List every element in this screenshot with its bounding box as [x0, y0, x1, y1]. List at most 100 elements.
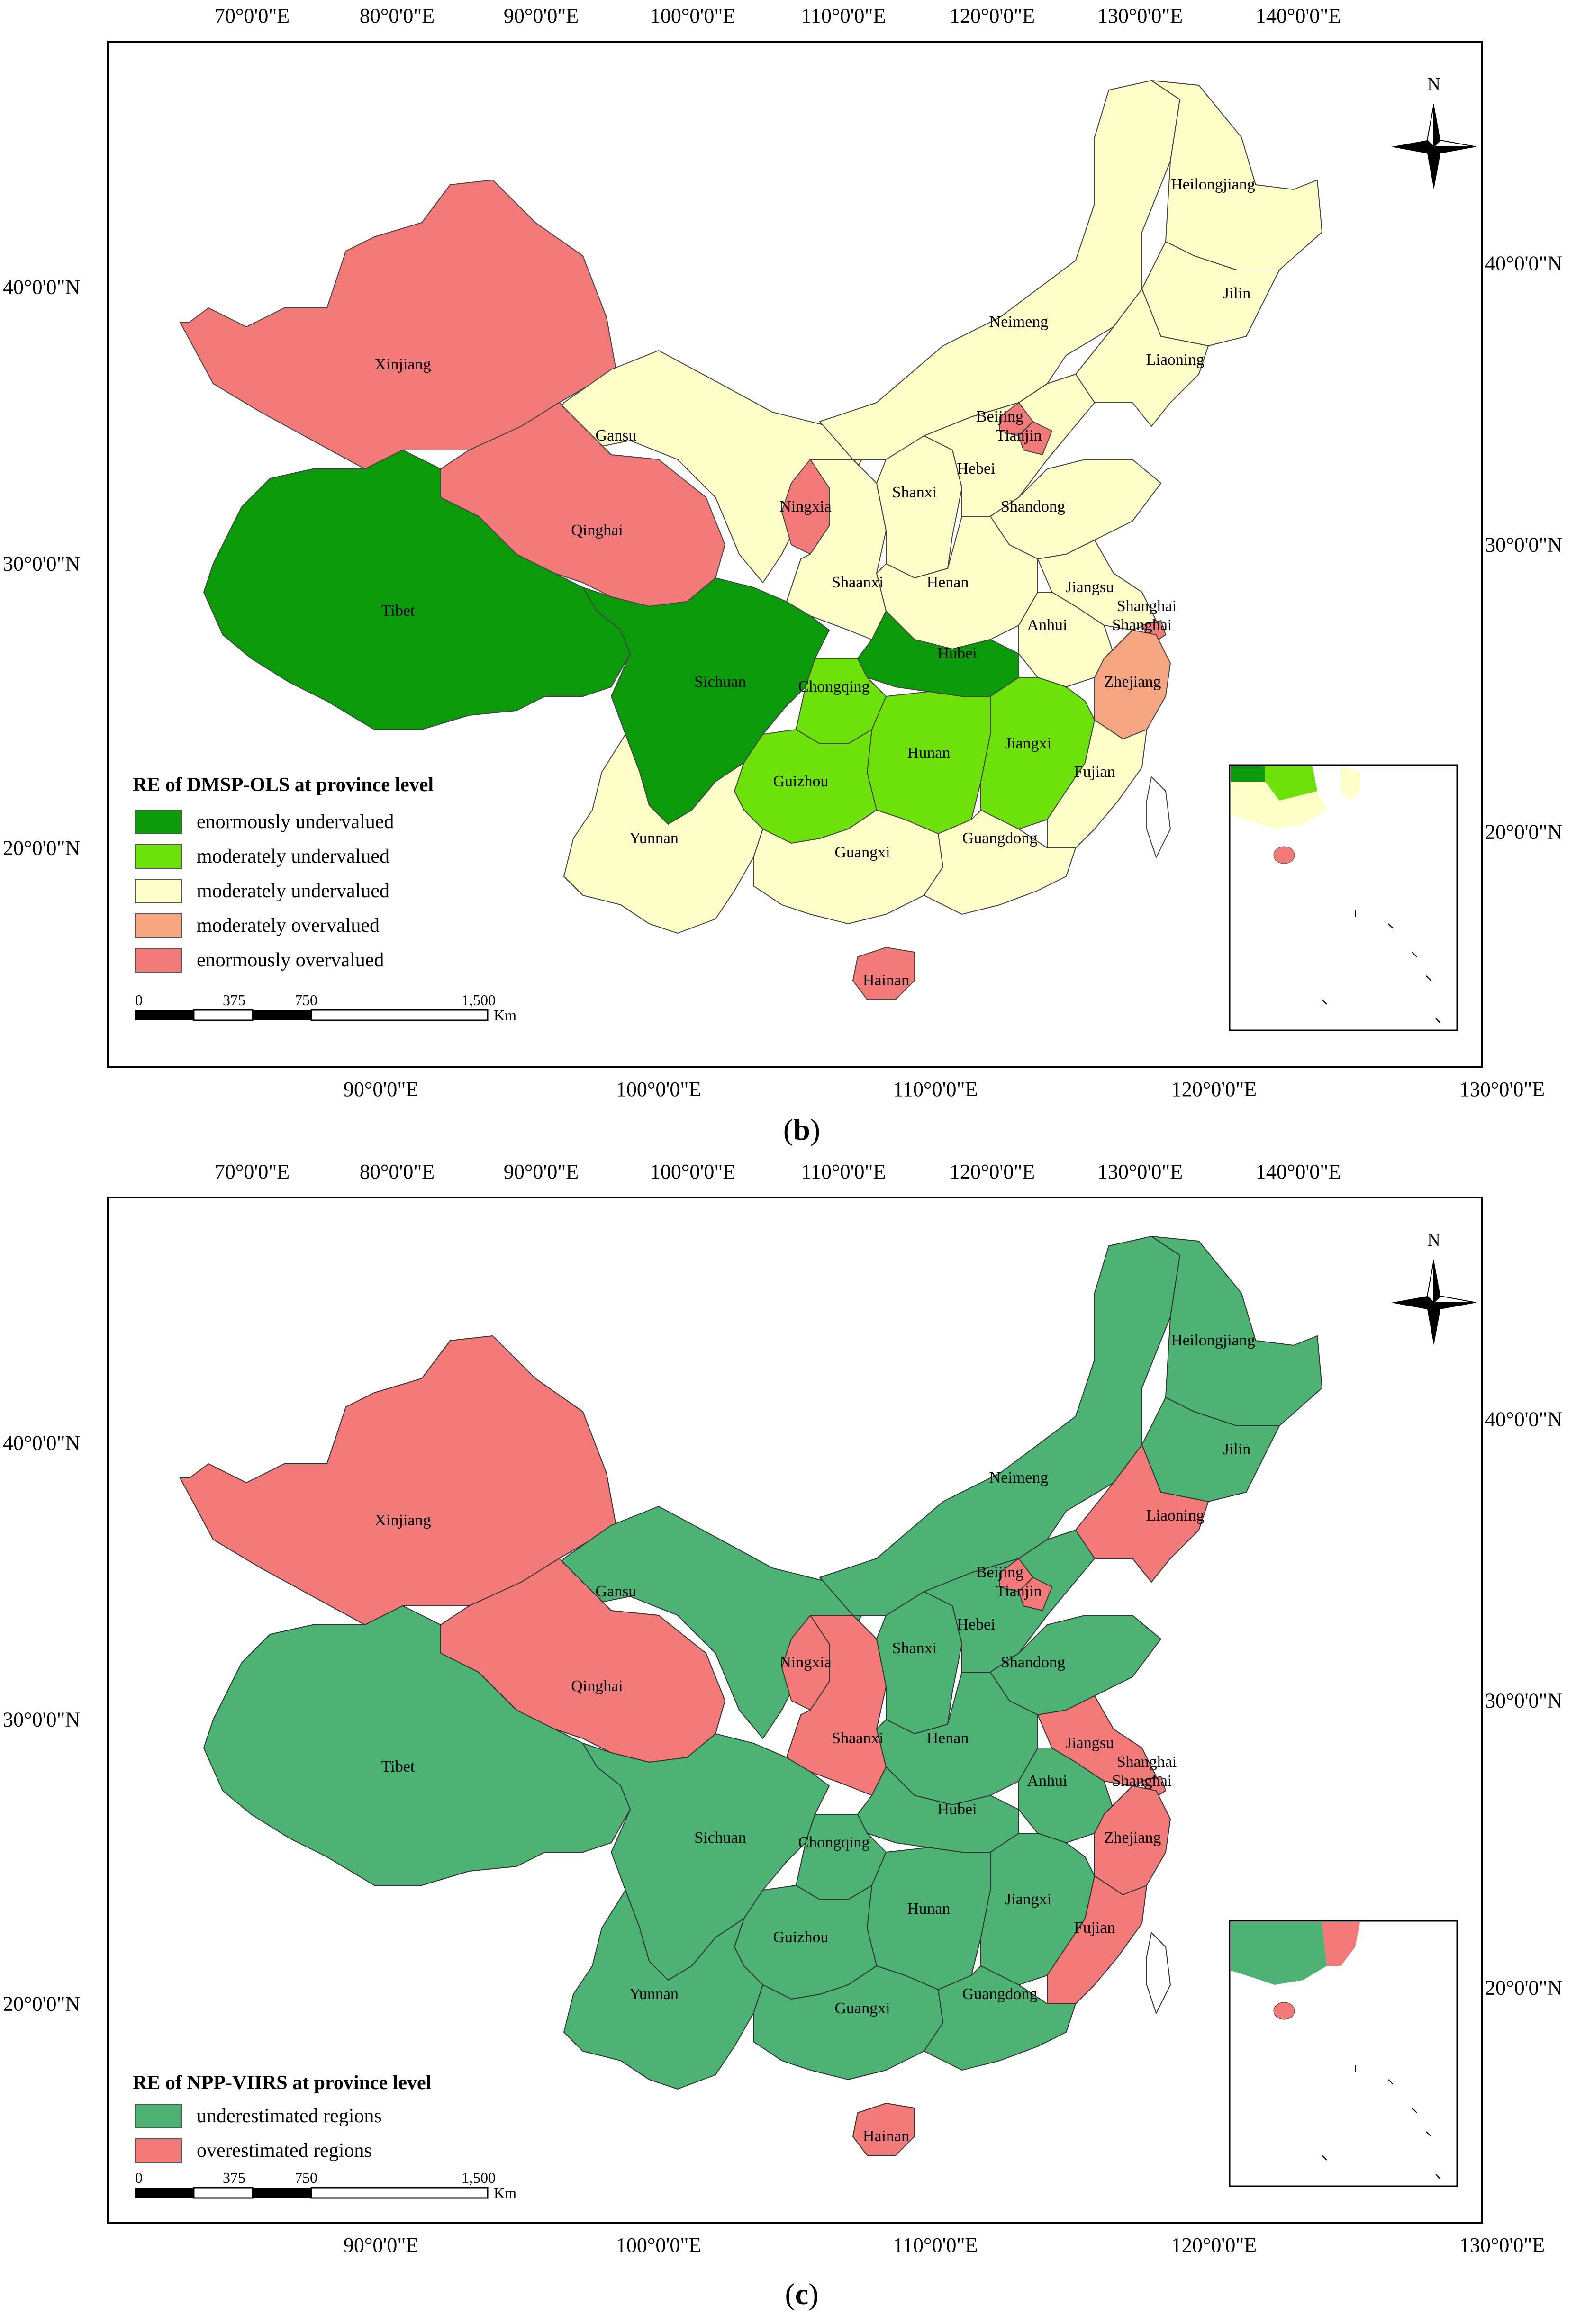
bottom-lon-label: 120°0'0"E [1171, 2234, 1257, 2257]
label-shanxi: Shanxi [892, 1639, 937, 1657]
top-lon-label: 70°0'0"E [214, 1160, 290, 1183]
label-jiangsu: Jiangsu [1066, 578, 1114, 596]
label-tibet: Tibet [381, 602, 415, 620]
province-fujian [1047, 720, 1147, 848]
province-shanxi [876, 435, 962, 578]
scale-unit: Km [494, 2184, 516, 2201]
label-tibet: Tibet [381, 1758, 415, 1775]
label-shanghai-2: Shanghai [1112, 616, 1172, 634]
label-fujian: Fujian [1074, 763, 1115, 781]
north-arrow-label: N [1427, 74, 1440, 94]
bottom-lon-label: 130°0'0"E [1459, 2234, 1545, 2257]
bottom-lon-label: 130°0'0"E [1459, 1078, 1545, 1101]
province-yunnan [563, 1890, 763, 2090]
taiwan-outline [1146, 1932, 1171, 2014]
label-gansu: Gansu [596, 1583, 637, 1600]
panel-label-b: (b) [783, 1113, 821, 1146]
map-panel-c: 70°0'0"E 80°0'0"E 90°0'0"E 100°0'0"E 110… [0, 1156, 1594, 2324]
province-guangdong [924, 810, 1076, 915]
legend-item-label: moderately overvalued [197, 915, 380, 937]
label-anhui: Anhui [1027, 1772, 1068, 1790]
taiwan-outline [1146, 776, 1171, 858]
legend-item-label: enormously overvalued [197, 949, 384, 971]
province-hainan [852, 947, 915, 1000]
top-lon-label: 130°0'0"E [1097, 1160, 1183, 1183]
label-shanxi: Shanxi [892, 484, 937, 501]
province-zhejiang [1094, 1785, 1171, 1895]
label-guangxi: Guangxi [834, 844, 890, 861]
label-hebei: Hebei [957, 460, 995, 477]
label-henan: Henan [927, 1729, 969, 1747]
scale-bar: 0 375 750 1,500 Km [135, 991, 516, 1024]
province-heilongjiang [1151, 1236, 1322, 1426]
label-henan: Henan [927, 574, 969, 591]
bottom-lon-label: 100°0'0"E [616, 1078, 702, 1101]
province-zhejiang [1094, 630, 1171, 739]
label-jiangxi: Jiangxi [1005, 735, 1051, 752]
right-lat-label: 40°0'0"N [1485, 252, 1563, 275]
province-guangdong [924, 1965, 1076, 2071]
top-lon-label: 120°0'0"E [949, 4, 1035, 27]
province-fujian [1047, 1875, 1147, 2004]
right-lat-label: 20°0'0"N [1485, 820, 1563, 844]
label-jilin: Jilin [1223, 1441, 1251, 1458]
label-jilin: Jilin [1223, 285, 1251, 302]
label-zhejiang: Zhejiang [1104, 1829, 1161, 1847]
top-lon-label: 110°0'0"E [801, 1160, 886, 1183]
scale-tick-label: 1,500 [462, 991, 496, 1009]
left-lat-label: 20°0'0"N [3, 836, 81, 860]
label-gansu: Gansu [596, 427, 637, 444]
map-frame: Heilongjiang Jilin Liaoning Neimeng Beij… [107, 1197, 1483, 2224]
province-xinjiang [180, 1335, 616, 1625]
right-lat-label: 40°0'0"N [1485, 1407, 1563, 1431]
label-hunan: Hunan [907, 1900, 951, 1918]
top-lon-label: 70°0'0"E [214, 4, 290, 27]
right-lat-label: 30°0'0"N [1485, 1689, 1563, 1712]
bottom-lon-label: 90°0'0"E [343, 1078, 419, 1101]
legend-b: RE of DMSP-OLS at province level enormou… [133, 774, 434, 973]
label-guangxi: Guangxi [834, 2000, 890, 2017]
label-hubei: Hubei [937, 1801, 977, 1818]
label-shandong: Shandong [1001, 498, 1065, 515]
province-xinjiang [180, 180, 616, 469]
label-neimeng: Neimeng [989, 313, 1049, 331]
label-xinjiang: Xinjiang [375, 1512, 431, 1529]
label-yunnan: Yunnan [629, 1985, 679, 2003]
legend-item-label: enormously undervalued [197, 811, 394, 833]
top-lon-label: 100°0'0"E [650, 4, 736, 27]
label-shanghai-1: Shanghai [1117, 597, 1177, 615]
top-lon-label: 110°0'0"E [801, 4, 886, 27]
south-china-sea-inset [1229, 764, 1458, 1031]
label-liaoning: Liaoning [1146, 1507, 1205, 1524]
scale-tick-label: 375 [223, 991, 245, 1009]
label-hunan: Hunan [907, 744, 951, 762]
north-arrow-label: N [1427, 1230, 1440, 1250]
north-arrow [1391, 1260, 1477, 1345]
top-lon-label: 140°0'0"E [1255, 1160, 1341, 1183]
label-yunnan: Yunnan [629, 829, 679, 847]
label-hubei: Hubei [937, 645, 977, 662]
legend-item-label: overestimated regions [197, 2140, 372, 2162]
north-arrow [1391, 104, 1477, 189]
province-hunan [867, 691, 991, 834]
map-canvas: Heilongjiang Jilin Liaoning Neimeng Beij… [133, 1230, 1477, 2201]
scale-unit: Km [494, 1007, 516, 1024]
right-lat-label: 20°0'0"N [1485, 1976, 1563, 2000]
province-yunnan [563, 734, 763, 934]
scale-tick-label: 750 [295, 991, 317, 1009]
right-lat-label: 30°0'0"N [1485, 533, 1563, 557]
label-ningxia: Ningxia [779, 1654, 832, 1671]
province-heilongjiang [1151, 80, 1322, 270]
label-beijing: Beijing [976, 408, 1023, 425]
scale-tick-label: 0 [135, 991, 143, 1009]
bottom-lon-label: 110°0'0"E [893, 1078, 978, 1101]
label-beijing: Beijing [976, 1564, 1023, 1581]
province-hunan [867, 1847, 991, 1990]
top-lon-label: 100°0'0"E [650, 1160, 736, 1183]
scale-tick-label: 1,500 [462, 2169, 496, 2186]
label-sichuan: Sichuan [694, 673, 746, 691]
map-canvas: Heilongjiang Jilin Liaoning Neimeng Beij… [133, 74, 1477, 1031]
left-lat-label: 40°0'0"N [3, 275, 81, 299]
province-shanxi [876, 1591, 962, 1734]
province-hebei [924, 1530, 1095, 1673]
